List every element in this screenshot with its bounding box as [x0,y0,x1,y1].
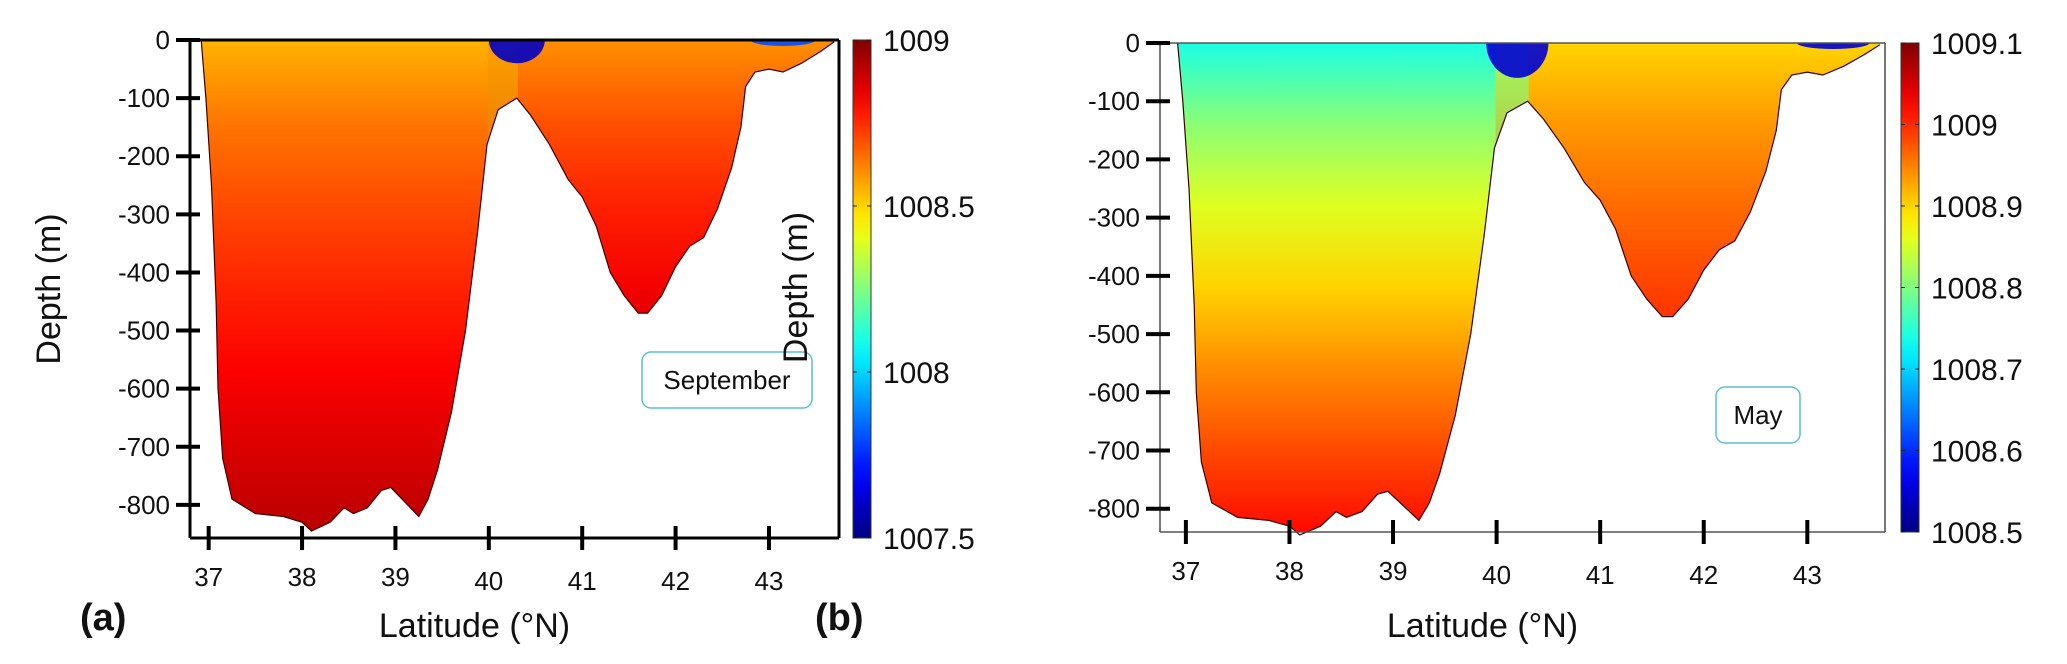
density-region-eastern-basin [1527,43,1880,532]
y-tick-label: -800 [118,490,170,520]
x-tick-label: 37 [1171,556,1200,586]
panel-tag: (b) [815,597,864,639]
y-tick-label: -700 [1088,436,1140,466]
x-tick-label: 41 [568,566,597,596]
y-axis-title: Depth (m) [777,212,815,363]
surface-patch-surface-fresh-40N [488,40,545,64]
y-tick-label: -300 [118,199,170,229]
density-region-western-basin [201,40,489,531]
y-tick-label: -400 [1088,261,1140,291]
colorbar-tick-label: 1008.6 [1931,436,2023,469]
x-tick-label: 39 [381,562,410,592]
y-tick-label: -500 [1088,319,1140,349]
density-field [1177,43,1880,532]
y-tick-label: -200 [1088,144,1140,174]
colorbar-tick-label: 1008.5 [883,191,975,224]
x-tick-label: 41 [1586,560,1615,590]
y-tick-label: -100 [1088,86,1140,116]
month-label-box [641,351,813,409]
colorbar-tick-label: 1007.5 [883,523,975,556]
y-tick-label: -100 [118,83,170,113]
x-tick-label: 42 [1689,560,1718,590]
colorbar-tick-label: 1008.5 [1931,517,2023,550]
x-tick-label: 39 [1379,556,1408,586]
y-tick-label: -600 [118,374,170,404]
y-tick-label: -600 [1088,377,1140,407]
surface-patch-surface-fresh-43N [1796,43,1870,49]
month-label: September [663,365,791,395]
y-tick-label: -300 [1088,203,1140,233]
density-field [201,40,835,531]
surface-patch-surface-fresh-40N [1486,43,1549,78]
colorbar-tick-label: 1009 [1931,110,1998,143]
y-tick-label: -700 [118,432,170,462]
colorbar-tick-label: 1009.1 [1931,28,2023,61]
x-axis-title: Latitude (°N) [1387,607,1578,645]
x-tick-label: 43 [755,566,784,596]
seafloor-outline [1177,42,1881,536]
x-tick-label: 38 [1275,556,1304,586]
y-axis-title: Depth (m) [30,213,68,364]
colorbar [852,39,872,539]
colorbar-tick-label: 1008.9 [1931,191,2023,224]
x-tick-label: 40 [1482,560,1511,590]
y-tick-label: 0 [1126,28,1140,58]
density-region-western-basin [1177,43,1497,532]
seafloor-outline [200,39,835,532]
colorbar-tick-label: 1009 [883,25,950,58]
x-tick-label: 37 [194,562,223,592]
y-tick-label: -500 [118,316,170,346]
density-region-transition [1495,43,1529,532]
y-tick-label: -800 [1088,494,1140,524]
month-label: May [1733,400,1782,430]
colorbar-tick-label: 1008.7 [1931,354,2023,387]
x-tick-label: 38 [288,562,317,592]
x-tick-label: 40 [474,566,503,596]
y-tick-label: -200 [118,141,170,171]
y-tick-label: -400 [118,257,170,287]
x-tick-label: 43 [1793,560,1822,590]
month-label-box [1715,386,1801,444]
density-region-transition [487,40,518,531]
panel-a: 0 -100 -200 -300 -400 -500 -600 -700 -800 37 38 39 4… [30,25,975,645]
surface-patch-surface-fresh-43N [750,40,816,46]
x-tick-label: 42 [661,566,690,596]
colorbar-tick-label: 1008 [883,357,950,390]
colorbar-tick-label: 1008.8 [1931,273,2023,306]
y-tick-label: 0 [156,25,170,55]
x-axis-title: Latitude (°N) [379,607,570,645]
panel-tag: (a) [80,597,126,639]
